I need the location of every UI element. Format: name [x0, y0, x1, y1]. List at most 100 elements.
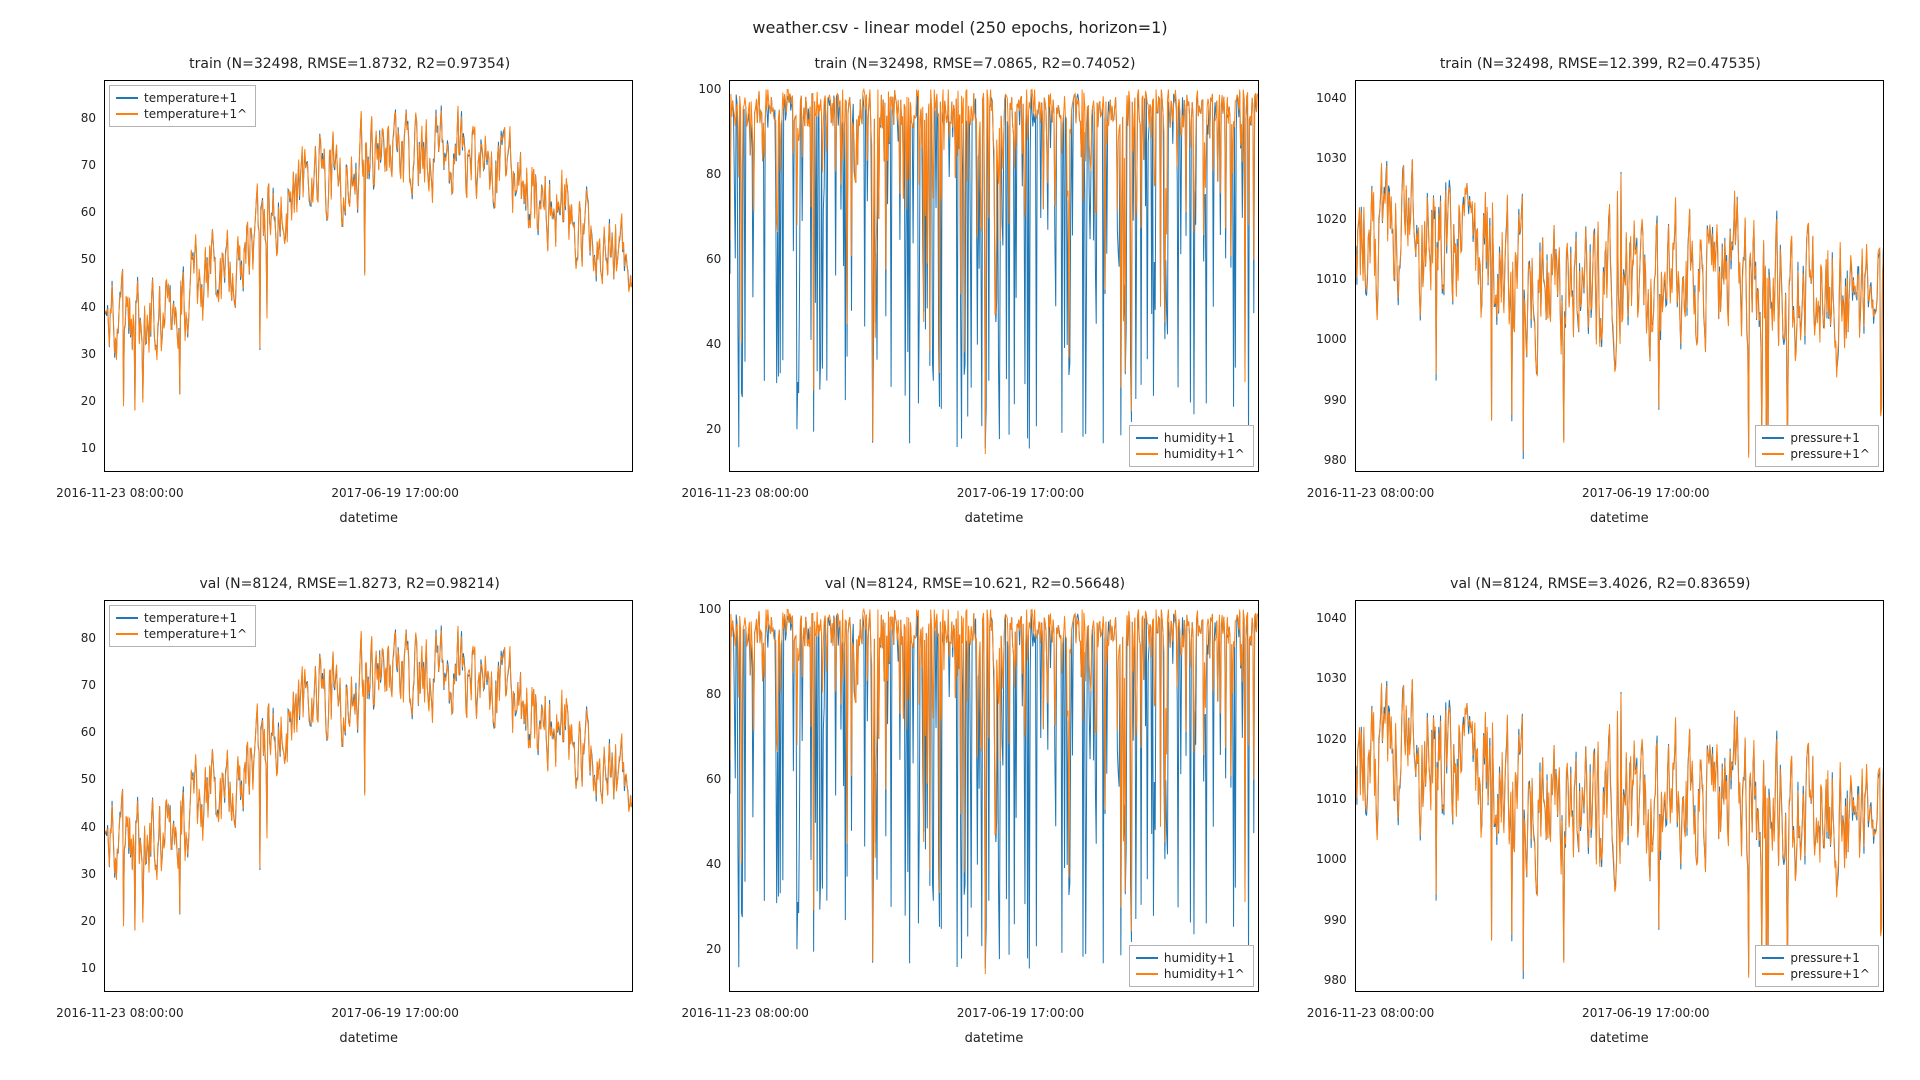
xtick: 2017-06-19 17:00:00 — [331, 486, 458, 500]
panel-val-temp: val (N=8124, RMSE=1.8273, R2=0.98214)102… — [60, 576, 639, 1050]
legend-swatch-pred — [1762, 453, 1784, 455]
plot-svg — [1356, 81, 1883, 471]
ytick: 30 — [81, 867, 96, 881]
ytick: 40 — [81, 300, 96, 314]
ytick: 80 — [81, 631, 96, 645]
x-axis-ticks: 2016-11-23 08:00:002017-06-19 17:00:00 — [1355, 1006, 1884, 1024]
ytick: 1020 — [1316, 212, 1347, 226]
legend: temperature+1temperature+1^ — [109, 605, 256, 647]
axes: humidity+1humidity+1^ — [729, 600, 1258, 992]
series-actual — [105, 625, 632, 930]
legend-label: temperature+1^ — [144, 626, 247, 642]
xtick: 2017-06-19 17:00:00 — [331, 1006, 458, 1020]
legend-swatch-pred — [1136, 453, 1158, 455]
axes: pressure+1pressure+1^ — [1355, 80, 1884, 472]
xtick: 2017-06-19 17:00:00 — [957, 1006, 1084, 1020]
legend-label: pressure+1^ — [1790, 966, 1870, 982]
ytick: 1020 — [1316, 732, 1347, 746]
ytick: 40 — [81, 820, 96, 834]
xtick: 2016-11-23 08:00:00 — [1307, 486, 1434, 500]
figure-suptitle: weather.csv - linear model (250 epochs, … — [0, 18, 1920, 37]
ytick: 40 — [706, 337, 721, 351]
axes: pressure+1pressure+1^ — [1355, 600, 1884, 992]
legend-label: temperature+1 — [144, 610, 237, 626]
legend-label: pressure+1 — [1790, 950, 1860, 966]
panel-title: train (N=32498, RMSE=12.399, R2=0.47535) — [1311, 56, 1890, 72]
legend-swatch-actual — [1136, 437, 1158, 439]
x-axis-ticks: 2016-11-23 08:00:002017-06-19 17:00:00 — [729, 486, 1258, 504]
ytick: 1040 — [1316, 91, 1347, 105]
y-axis-ticks: 1020304050607080 — [60, 80, 100, 472]
y-axis-ticks: 98099010001010102010301040 — [1311, 80, 1351, 472]
legend-swatch-actual — [1762, 957, 1784, 959]
series-pred — [105, 106, 632, 411]
ytick: 40 — [706, 857, 721, 871]
legend-label: humidity+1^ — [1164, 446, 1245, 462]
x-axis-label: datetime — [729, 511, 1258, 526]
panel-train-pres: train (N=32498, RMSE=12.399, R2=0.47535)… — [1311, 56, 1890, 530]
ytick: 60 — [81, 725, 96, 739]
xtick: 2016-11-23 08:00:00 — [56, 486, 183, 500]
x-axis-ticks: 2016-11-23 08:00:002017-06-19 17:00:00 — [104, 486, 633, 504]
panel-title: val (N=8124, RMSE=3.4026, R2=0.83659) — [1311, 576, 1890, 592]
ytick: 1040 — [1316, 611, 1347, 625]
ytick: 50 — [81, 772, 96, 786]
y-axis-ticks: 20 40 60 80 100 — [685, 80, 725, 472]
axes: temperature+1temperature+1^ — [104, 600, 633, 992]
ytick: 80 — [706, 687, 721, 701]
ytick: 990 — [1324, 393, 1347, 407]
series-actual — [105, 105, 632, 410]
xtick: 2016-11-23 08:00:00 — [681, 486, 808, 500]
series-pred — [1356, 679, 1883, 980]
ytick: 1010 — [1316, 272, 1347, 286]
xtick: 2016-11-23 08:00:00 — [56, 1006, 183, 1020]
legend-row: pressure+1^ — [1762, 966, 1870, 982]
plot-svg — [105, 81, 632, 471]
xtick: 2017-06-19 17:00:00 — [1582, 486, 1709, 500]
x-axis-ticks: 2016-11-23 08:00:002017-06-19 17:00:00 — [1355, 486, 1884, 504]
ytick: 60 — [706, 772, 721, 786]
ytick: 100 — [698, 82, 721, 96]
subplot-grid: train (N=32498, RMSE=1.8732, R2=0.97354)… — [60, 56, 1890, 1050]
panel-val-pres: val (N=8124, RMSE=3.4026, R2=0.83659)980… — [1311, 576, 1890, 1050]
ytick: 60 — [81, 205, 96, 219]
panel-train-temp: train (N=32498, RMSE=1.8732, R2=0.97354)… — [60, 56, 639, 530]
xtick: 2016-11-23 08:00:00 — [681, 1006, 808, 1020]
ytick: 1030 — [1316, 151, 1347, 165]
ytick: 50 — [81, 252, 96, 266]
legend: temperature+1temperature+1^ — [109, 85, 256, 127]
legend-label: humidity+1^ — [1164, 966, 1245, 982]
ytick: 10 — [81, 961, 96, 975]
panel-train-hum: train (N=32498, RMSE=7.0865, R2=0.74052)… — [685, 56, 1264, 530]
xtick: 2017-06-19 17:00:00 — [1582, 1006, 1709, 1020]
ytick: 100 — [698, 602, 721, 616]
legend: pressure+1pressure+1^ — [1755, 945, 1879, 987]
ytick: 990 — [1324, 913, 1347, 927]
legend-label: pressure+1 — [1790, 430, 1860, 446]
x-axis-label: datetime — [1355, 1031, 1884, 1046]
xtick: 2017-06-19 17:00:00 — [957, 486, 1084, 500]
x-axis-label: datetime — [1355, 511, 1884, 526]
legend-row: temperature+1 — [116, 90, 247, 106]
ytick: 80 — [706, 167, 721, 181]
ytick: 20 — [706, 422, 721, 436]
x-axis-ticks: 2016-11-23 08:00:002017-06-19 17:00:00 — [104, 1006, 633, 1024]
legend-swatch-pred — [1136, 973, 1158, 975]
legend-swatch-actual — [116, 97, 138, 99]
ytick: 1030 — [1316, 671, 1347, 685]
x-axis-label: datetime — [104, 511, 633, 526]
legend-row: temperature+1^ — [116, 626, 247, 642]
y-axis-ticks: 20406080100 — [685, 600, 725, 992]
x-axis-label: datetime — [729, 1031, 1258, 1046]
panel-title: train (N=32498, RMSE=1.8732, R2=0.97354) — [60, 56, 639, 72]
legend-row: pressure+1 — [1762, 430, 1870, 446]
series-pred — [105, 626, 632, 931]
ytick: 1000 — [1316, 332, 1347, 346]
legend-label: temperature+1^ — [144, 106, 247, 122]
panel-val-hum: val (N=8124, RMSE=10.621, R2=0.56648)204… — [685, 576, 1264, 1050]
ytick: 10 — [81, 441, 96, 455]
ytick: 60 — [706, 252, 721, 266]
axes: temperature+1temperature+1^ — [104, 80, 633, 472]
legend: humidity+1humidity+1^ — [1129, 425, 1254, 467]
legend-swatch-pred — [116, 113, 138, 115]
